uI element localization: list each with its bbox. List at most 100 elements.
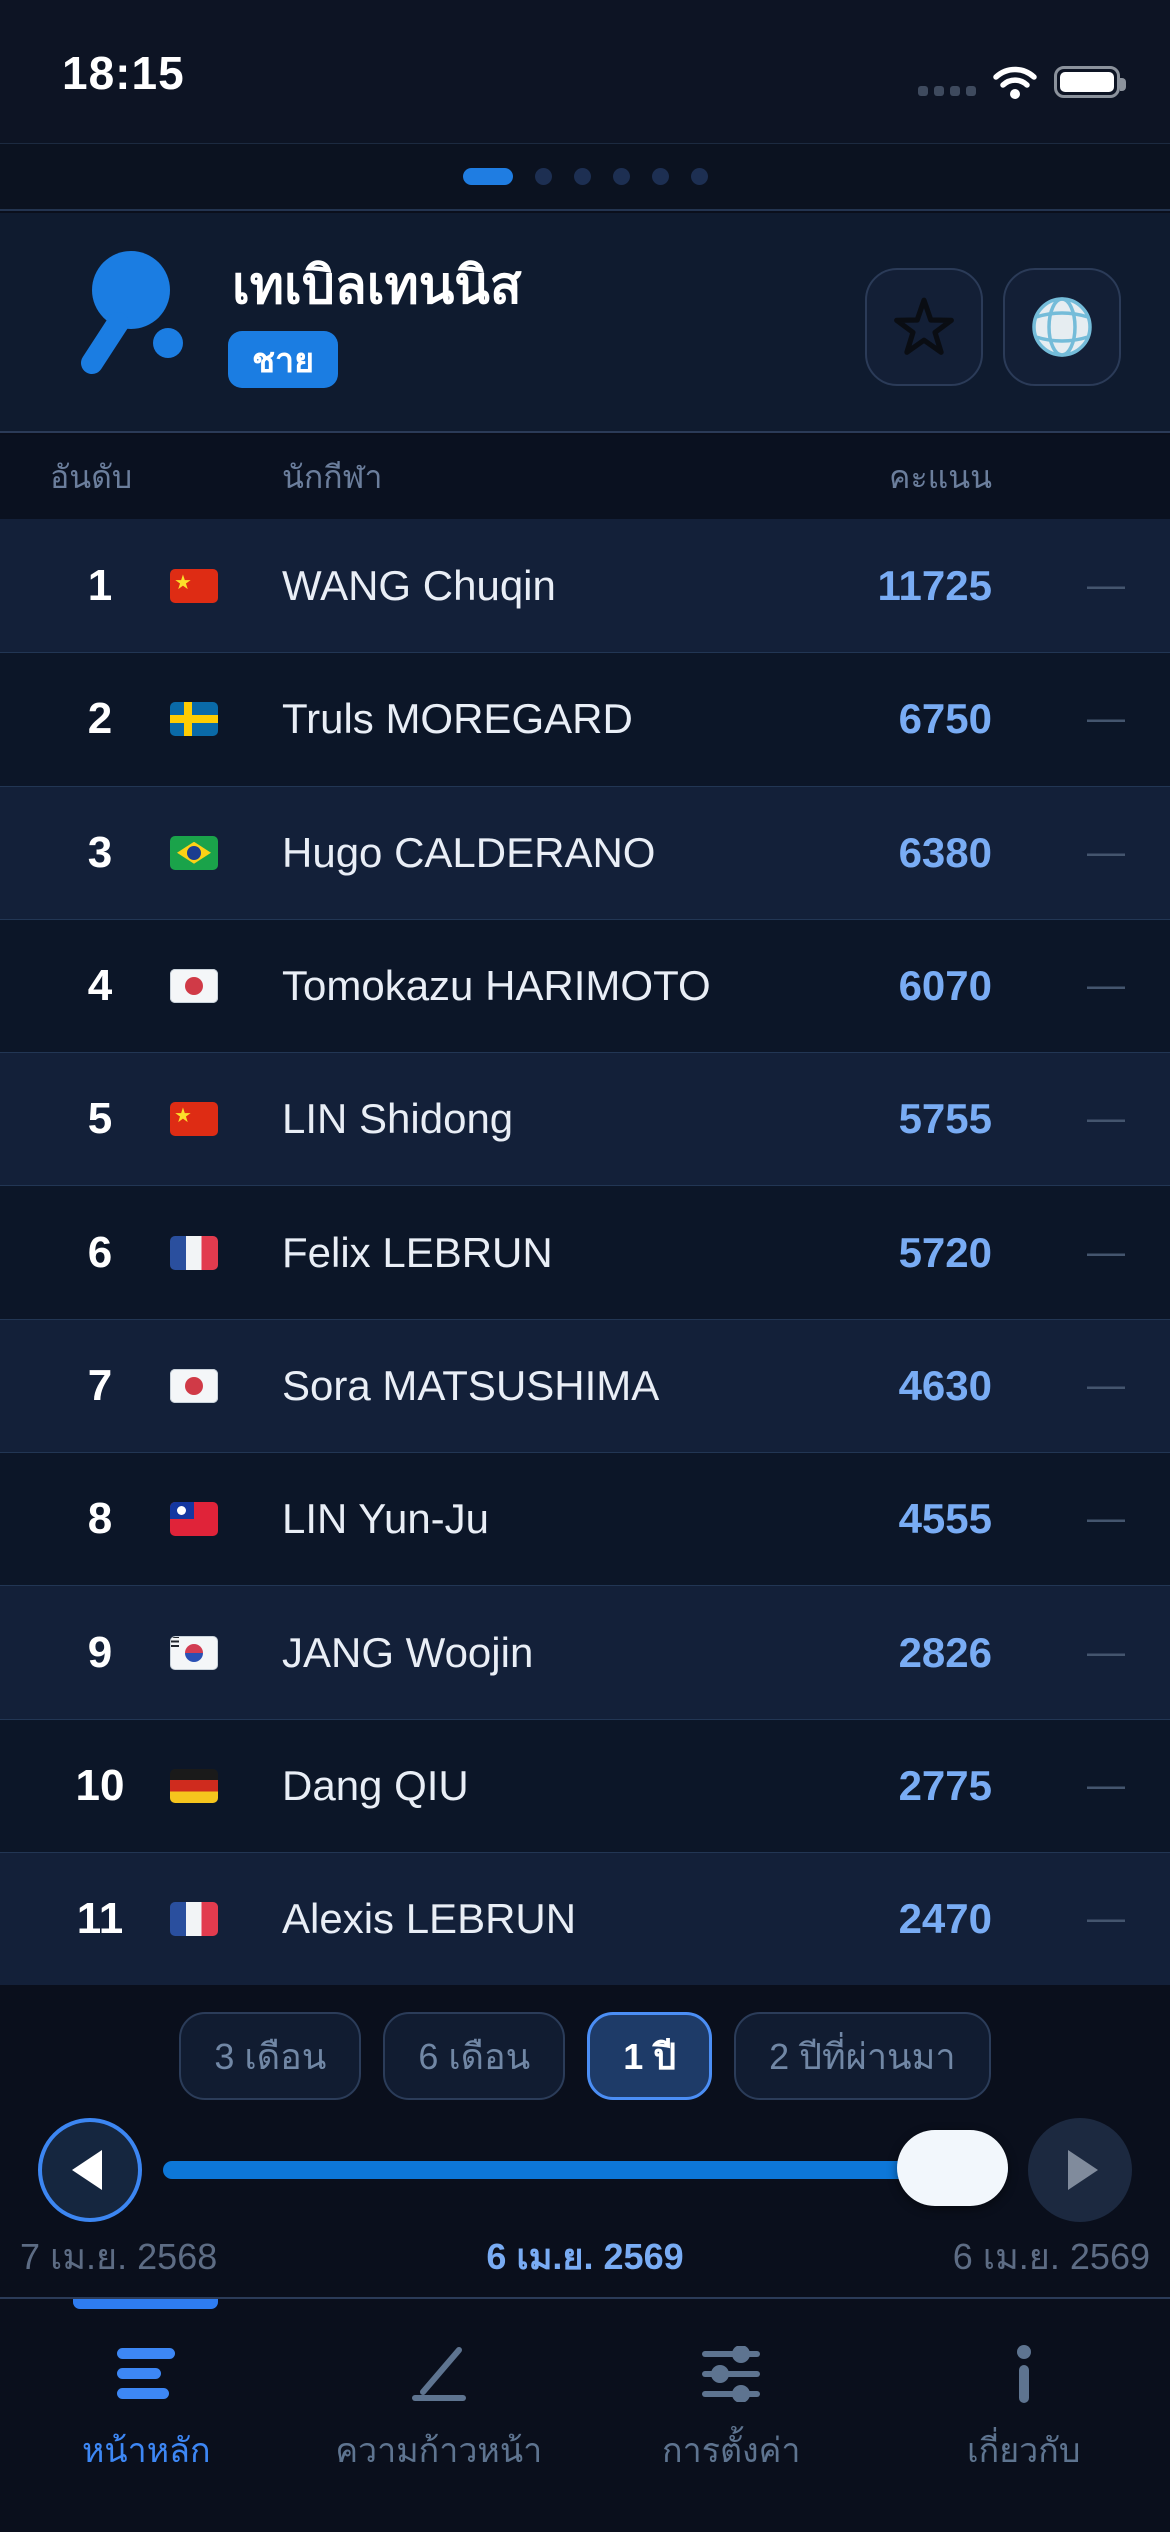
date-slider-thumb[interactable]	[897, 2130, 1008, 2206]
trend-dash: —	[1087, 831, 1125, 874]
step-back-button[interactable]	[38, 2118, 142, 2222]
points: 2470	[898, 1895, 992, 1943]
table-row[interactable]: 5 LIN Shidong 5755 —	[0, 1052, 1170, 1186]
trend-angle-icon	[407, 2343, 471, 2405]
rank: 10	[75, 1760, 125, 1810]
tab-about[interactable]: เกี่ยวกับ	[878, 2299, 1170, 2532]
rank: 5	[87, 1094, 113, 1144]
tab-settings[interactable]: การตั้งค่า	[585, 2299, 878, 2532]
points: 6750	[898, 695, 992, 743]
flag-icon	[170, 1502, 218, 1537]
points: 11725	[877, 561, 992, 609]
page-dot[interactable]	[612, 168, 630, 185]
rank: 1	[87, 560, 113, 610]
player-name: Sora MATSUSHIMA	[282, 1361, 660, 1409]
status-time: 18:15	[62, 47, 185, 99]
cellular-signal-icon	[918, 86, 976, 96]
player-name: JANG Woojin	[282, 1628, 534, 1676]
info-icon	[992, 2343, 1056, 2405]
period-2y-button[interactable]: 2 ปีที่ผ่านมา	[734, 2012, 991, 2100]
page-dot[interactable]	[690, 168, 708, 185]
range-end-date: 6 เม.ย. 2569	[952, 2236, 1150, 2277]
flag-icon	[170, 568, 218, 603]
trend-dash: —	[1087, 564, 1125, 607]
sport-header: เทเบิลเทนนิส ชาย	[0, 213, 1170, 433]
rank: 4	[87, 961, 113, 1011]
col-rank: อันดับ	[50, 459, 133, 495]
left-triangle-icon	[72, 2150, 102, 2190]
table-row[interactable]: 7 Sora MATSUSHIMA 4630 —	[0, 1318, 1170, 1453]
page-dot[interactable]	[573, 168, 591, 185]
active-tab-indicator	[73, 2299, 218, 2309]
status-bar: 18:15	[0, 0, 1170, 143]
page-dot[interactable]	[651, 168, 669, 185]
table-row[interactable]: 9 JANG Woojin 2826 —	[0, 1585, 1170, 1719]
trend-dash: —	[1087, 1764, 1125, 1807]
flag-icon	[170, 1768, 218, 1803]
col-player: นักกีฬา	[282, 459, 383, 495]
table-row[interactable]: 2 Truls MOREGARD 6750 —	[0, 652, 1170, 786]
flag-icon	[170, 969, 218, 1004]
points: 5720	[898, 1228, 992, 1276]
points: 5755	[898, 1095, 992, 1143]
page-indicator[interactable]	[0, 143, 1170, 211]
flag-icon	[170, 702, 218, 737]
globe-icon	[1032, 297, 1092, 357]
flag-icon	[170, 835, 218, 870]
date-slider-track[interactable]	[163, 2161, 1008, 2179]
table-row[interactable]: 4 Tomokazu HARIMOTO 6070 —	[0, 918, 1170, 1053]
points: 4555	[898, 1495, 992, 1543]
points: 4630	[898, 1361, 992, 1409]
table-row[interactable]: 8 LIN Yun-Ju 4555 —	[0, 1452, 1170, 1586]
flag-icon	[170, 1235, 218, 1270]
player-name: Dang QIU	[282, 1761, 469, 1809]
table-row[interactable]: 11 Alexis LEBRUN 2470 —	[0, 1851, 1170, 1986]
period-1y-button[interactable]: 1 ปี	[587, 2012, 713, 2100]
language-button[interactable]	[1003, 268, 1121, 386]
table-row[interactable]: 3 Hugo CALDERANO 6380 —	[0, 785, 1170, 919]
favorite-button[interactable]	[865, 268, 983, 386]
player-name: WANG Chuqin	[282, 561, 556, 609]
tab-bar: หน้าหลัก ความก้าวหน้า	[0, 2297, 1170, 2532]
trend-dash: —	[1087, 1364, 1125, 1407]
rank: 3	[87, 827, 113, 877]
table-row[interactable]: 6 Felix LEBRUN 5720 —	[0, 1185, 1170, 1319]
table-tennis-paddle-icon	[81, 251, 183, 374]
flag-icon	[170, 1368, 218, 1403]
wifi-icon	[993, 66, 1037, 99]
table-row[interactable]: 10 Dang QIU 2775 —	[0, 1718, 1170, 1852]
page-title: เทเบิลเทนนิส	[232, 257, 522, 315]
rank: 6	[87, 1227, 113, 1277]
points: 6380	[898, 828, 992, 876]
page-dot-active[interactable]	[462, 168, 513, 185]
player-name: Tomokazu HARIMOTO	[282, 962, 711, 1010]
player-name: LIN Shidong	[282, 1095, 514, 1143]
battery-icon	[1054, 66, 1126, 98]
period-3m-button[interactable]: 3 เดือน	[179, 2012, 362, 2100]
points: 2826	[898, 1628, 992, 1676]
table-row[interactable]: 1 WANG Chuqin 11725 —	[0, 519, 1170, 653]
page-dot[interactable]	[534, 168, 552, 185]
tab-settings-label: การตั้งค่า	[662, 2432, 801, 2470]
star-icon	[894, 297, 954, 355]
trend-dash: —	[1087, 697, 1125, 740]
tab-progress[interactable]: ความก้าวหน้า	[293, 2299, 586, 2532]
rank: 2	[87, 694, 113, 744]
trend-dash: —	[1087, 1497, 1125, 1540]
col-points: คะแนน	[889, 459, 992, 495]
right-triangle-icon	[1068, 2150, 1098, 2190]
player-name: LIN Yun-Ju	[282, 1495, 490, 1543]
ranking-list: 1 WANG Chuqin 11725 — 2 Truls MOREGARD 6…	[0, 519, 1170, 1986]
trend-dash: —	[1087, 1897, 1125, 1940]
step-forward-button[interactable]	[1028, 2118, 1132, 2222]
rank: 8	[87, 1494, 113, 1544]
trend-dash: —	[1087, 1097, 1125, 1140]
tab-home[interactable]: หน้าหลัก	[0, 2299, 293, 2532]
period-6m-button[interactable]: 6 เดือน	[383, 2012, 566, 2100]
period-selector: 3 เดือน 6 เดือน 1 ปี 2 ปีที่ผ่านมา	[0, 2012, 1170, 2100]
range-start-date: 7 เม.ย. 2568	[20, 2236, 218, 2277]
points: 2775	[898, 1761, 992, 1809]
player-name: Felix LEBRUN	[282, 1228, 553, 1276]
player-name: Hugo CALDERANO	[282, 828, 656, 876]
